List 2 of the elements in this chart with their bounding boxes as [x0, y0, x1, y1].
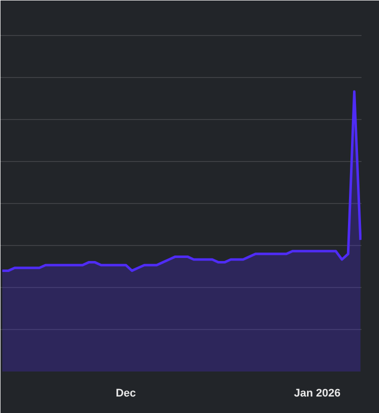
- x-tick-label: Dec: [116, 388, 136, 400]
- x-tick-label: Jan 2026: [294, 388, 340, 400]
